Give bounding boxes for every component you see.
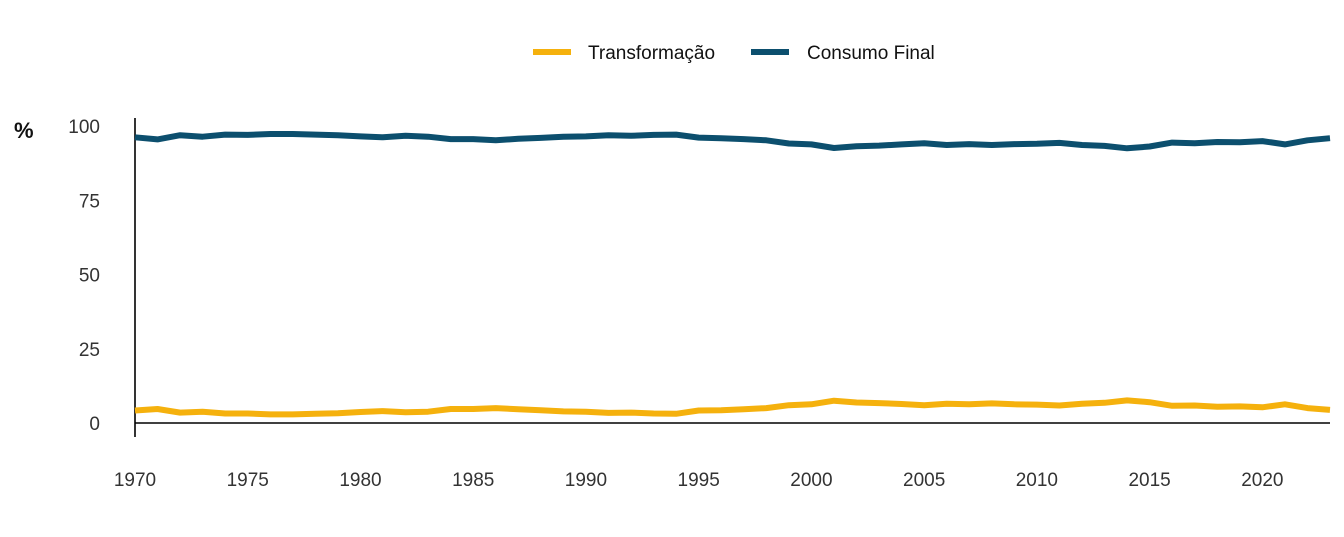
legend-label-0: Transformação bbox=[588, 43, 715, 64]
x-tick-label: 1980 bbox=[339, 470, 381, 491]
x-axis-ticks: 1970 1975 1980 1985 1990 1995 2000 2005 2010 2015… bbox=[114, 470, 1284, 491]
x-tick-label: 2020 bbox=[1241, 470, 1283, 491]
x-tick-label: 1985 bbox=[452, 470, 494, 491]
x-tick-label: 2005 bbox=[903, 470, 945, 491]
x-tick-label: 2010 bbox=[1016, 470, 1058, 491]
x-tick-label: 2000 bbox=[790, 470, 832, 491]
y-tick-label: 50 bbox=[79, 266, 100, 287]
legend-label-1: Consumo Final bbox=[807, 43, 935, 64]
y-tick-label: 75 bbox=[79, 191, 100, 212]
legend: Transformação Consumo Final bbox=[533, 43, 935, 64]
y-tick-label: 25 bbox=[79, 340, 100, 361]
x-tick-label: 1975 bbox=[227, 470, 269, 491]
y-axis-ticks: 0 25 50 75 100 bbox=[68, 117, 100, 435]
x-tick-label: 1990 bbox=[565, 470, 607, 491]
x-tick-label: 1995 bbox=[678, 470, 720, 491]
y-tick-label: 0 bbox=[89, 414, 100, 435]
x-tick-label: 1970 bbox=[114, 470, 156, 491]
series-lines bbox=[134, 131, 1331, 418]
y-axis-unit-label: % bbox=[14, 118, 34, 143]
y-tick-label: 100 bbox=[68, 117, 100, 138]
series-line-1 bbox=[134, 131, 1331, 152]
series-line-0 bbox=[134, 397, 1331, 418]
x-tick-label: 2015 bbox=[1128, 470, 1170, 491]
